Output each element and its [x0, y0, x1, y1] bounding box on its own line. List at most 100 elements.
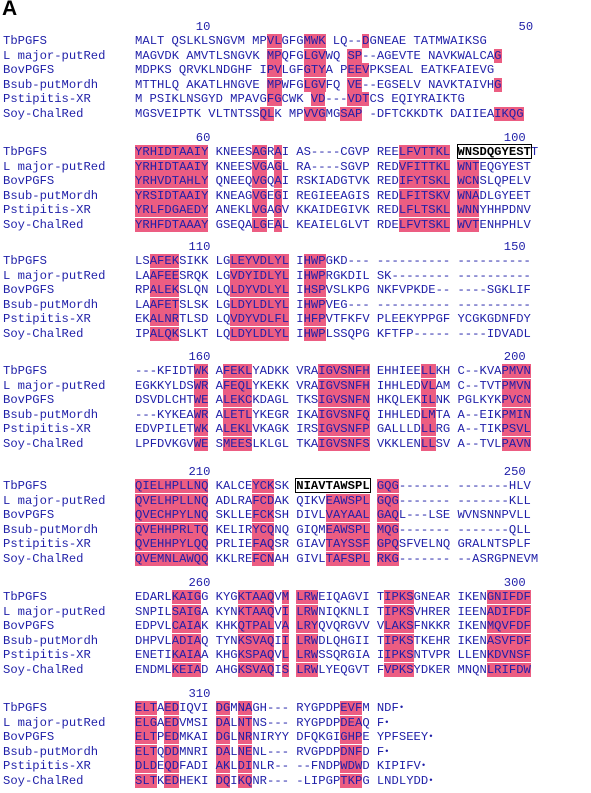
residue: L	[230, 537, 238, 552]
residue: D	[237, 268, 245, 283]
residue: V	[442, 188, 451, 203]
panel-label: A	[2, 0, 18, 20]
residue: S	[347, 479, 355, 493]
residue: E	[230, 422, 238, 437]
residue: G	[237, 48, 245, 63]
residue: T	[208, 77, 216, 92]
residue: K	[398, 648, 407, 663]
residue: L	[281, 159, 290, 174]
residue: P	[149, 633, 158, 648]
residue: H	[157, 77, 165, 92]
residue: Q	[222, 327, 231, 341]
residue: N	[479, 648, 487, 663]
group-gap	[340, 78, 347, 92]
residue: H	[391, 364, 399, 378]
residue: Y	[222, 590, 231, 604]
residue: -	[274, 715, 282, 730]
residue: N	[222, 145, 231, 159]
group-gap	[289, 537, 296, 551]
residue: W	[310, 297, 319, 312]
residue: K	[149, 378, 158, 393]
residue: I	[464, 107, 473, 121]
residue: R	[259, 774, 267, 788]
group-gap	[370, 437, 377, 451]
residue: K	[398, 633, 407, 648]
residue: P	[318, 744, 326, 759]
residue: I	[318, 407, 326, 422]
residue: L	[398, 145, 407, 159]
group-gap	[208, 745, 215, 759]
residue: Y	[252, 522, 260, 537]
residue: E	[325, 522, 333, 537]
residue: S	[274, 479, 282, 493]
residue: V	[274, 63, 282, 78]
residue: N	[420, 619, 429, 634]
residue: G	[237, 77, 245, 92]
sequence-name: L major-putRed	[3, 604, 106, 619]
residue: A	[310, 479, 319, 493]
residue: P	[501, 203, 509, 218]
residue: L	[186, 537, 194, 552]
group-gap	[208, 716, 215, 730]
residue: G	[259, 159, 268, 174]
residue: I	[318, 422, 326, 437]
residue: D	[479, 188, 487, 203]
residue: A	[244, 92, 253, 107]
residue: K	[252, 393, 260, 408]
residue: -	[435, 254, 443, 268]
residue: D	[318, 633, 326, 648]
residue: K	[171, 648, 180, 663]
residue: I	[157, 159, 165, 174]
residue: -	[442, 479, 451, 493]
group-gap	[201, 107, 208, 121]
residue: G	[332, 268, 341, 283]
residue: P	[501, 552, 509, 566]
residue: S	[171, 604, 180, 619]
residue: L	[428, 364, 436, 378]
residue: P	[179, 107, 187, 121]
residue: T	[420, 145, 429, 159]
residue: D	[259, 268, 268, 283]
residue: Q	[362, 715, 370, 730]
residue: T	[428, 107, 436, 121]
sequence-row: LAAFETSLSK LGLDYLDLYL IHWPVEG--- -------…	[135, 297, 531, 312]
residue: N	[230, 77, 238, 92]
group-gap	[450, 364, 457, 378]
residue: Q	[135, 508, 143, 523]
residue: I	[310, 774, 319, 788]
residue: A	[222, 744, 231, 759]
residue: A	[457, 63, 465, 78]
residue: H	[281, 552, 290, 566]
residue: E	[135, 312, 143, 327]
residue: P	[501, 364, 509, 378]
ruler-position-label: 50	[518, 20, 534, 34]
residue: V	[354, 663, 363, 677]
residue: K	[362, 174, 370, 189]
residue: -	[516, 254, 524, 268]
residue: V	[296, 378, 304, 393]
residue: L	[230, 493, 238, 508]
residue: V	[230, 312, 238, 327]
residue: K	[296, 203, 304, 218]
residue: F	[508, 619, 517, 634]
residue: K	[303, 437, 311, 451]
residue: E	[398, 312, 407, 327]
residue: Y	[252, 479, 260, 493]
group-gap	[289, 605, 296, 619]
residue: G	[142, 107, 150, 121]
residue: -	[281, 774, 290, 788]
residue: L	[391, 422, 399, 437]
residue: K	[267, 479, 275, 493]
residue: P	[391, 663, 399, 677]
group-gap	[208, 364, 215, 378]
residue: D	[135, 393, 143, 408]
residue: •	[384, 717, 390, 728]
residue: L	[398, 508, 407, 523]
residue: K	[450, 48, 458, 63]
group-gap	[384, 92, 391, 106]
residue: E	[318, 590, 326, 604]
sequence-name: L major-putRed	[3, 378, 106, 393]
residue: F	[266, 92, 275, 107]
sequence-row: QVEHHPYLQQ PRLIEFAQSR GIAVTAYSSF GPQSFVE…	[135, 537, 531, 552]
